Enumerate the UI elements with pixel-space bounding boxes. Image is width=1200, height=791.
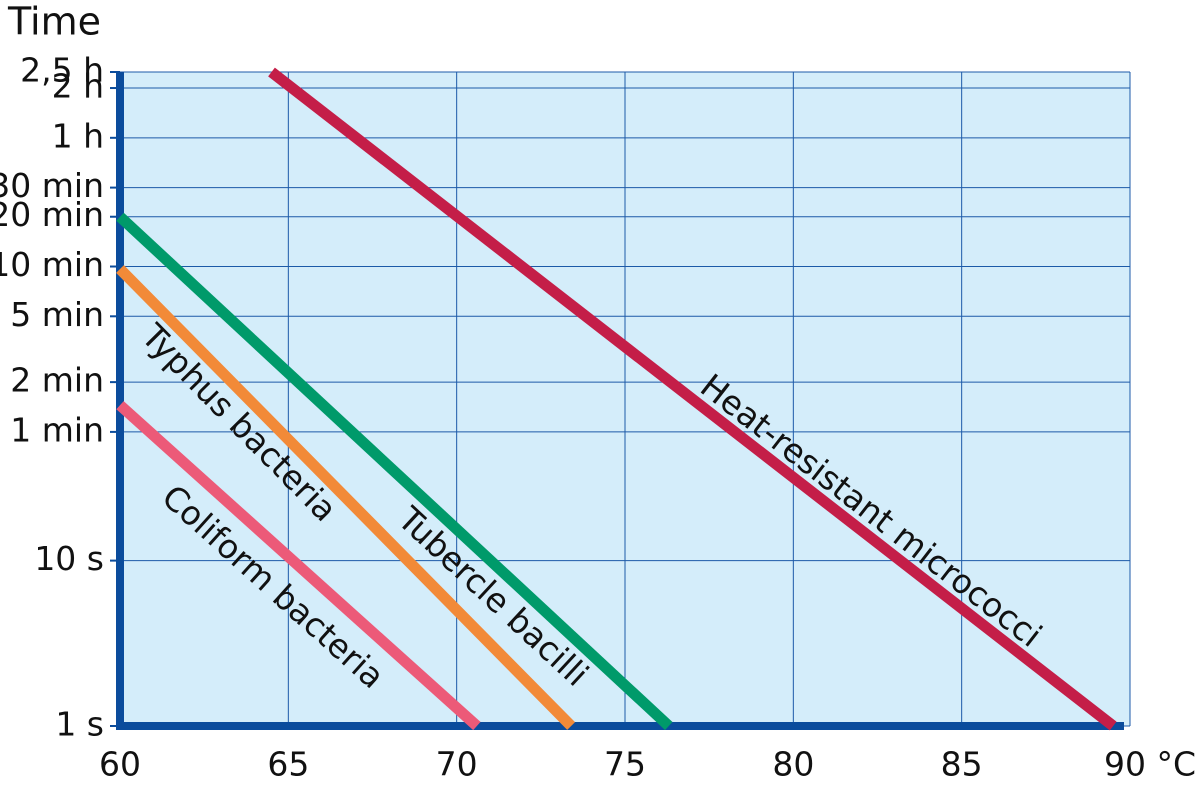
series-line: [116, 265, 576, 730]
x-tick-label: 70: [436, 745, 478, 784]
chart-title: Time: [7, 0, 101, 44]
series-line: [116, 401, 481, 731]
y-tick-label: 10 min: [0, 245, 104, 284]
x-tick-label: 65: [267, 745, 309, 784]
x-tick-label: 90 °C: [1104, 745, 1196, 784]
y-tick-label: 1 h: [52, 116, 104, 155]
series-line: [268, 67, 1117, 731]
y-tick-label: 1 min: [10, 410, 104, 449]
y-tick-label: 30 min: [0, 166, 104, 205]
y-tick-label: 2 min: [10, 361, 104, 400]
y-tick-label: 10 s: [34, 539, 104, 578]
x-tick-label: 75: [604, 745, 646, 784]
y-tick-label: 2 h: [52, 67, 104, 106]
x-tick-label: 80: [772, 745, 814, 784]
y-tick-label: 5 min: [10, 295, 104, 334]
y-tick-label: 1 s: [55, 705, 104, 744]
y-tick-label: 20 min: [0, 195, 104, 234]
x-tick-label: 60: [99, 745, 141, 784]
y-tick-label: 2,5 h: [20, 51, 104, 90]
series-line: [116, 212, 673, 731]
x-tick-label: 85: [941, 745, 983, 784]
